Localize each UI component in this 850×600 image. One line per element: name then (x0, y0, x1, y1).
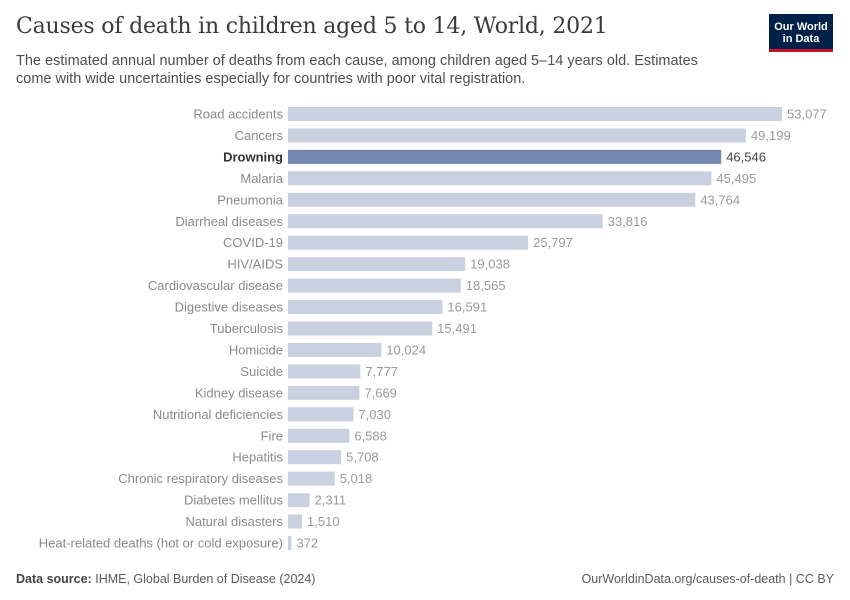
category-label: Diarrheal diseases (175, 214, 283, 229)
value-label: 15,491 (437, 321, 477, 336)
category-label: Cancers (235, 128, 284, 143)
value-label: 7,669 (364, 385, 397, 400)
value-label: 7,030 (358, 407, 391, 422)
bar-chart: Road accidents 53,077 Cancers 49,199 Drownin… (39, 107, 827, 551)
bar[interactable] (288, 149, 722, 164)
bar[interactable] (288, 107, 782, 121)
bar[interactable] (288, 514, 303, 529)
category-label: Nutritional deficiencies (153, 407, 284, 422)
value-label: 33,816 (608, 214, 648, 229)
bar[interactable] (288, 235, 529, 250)
value-label: 46,546 (726, 149, 766, 164)
data-source-text: IHME, Global Burden of Disease (2024) (95, 572, 316, 586)
bar[interactable] (288, 342, 382, 357)
bar[interactable] (288, 300, 443, 315)
bar[interactable] (288, 536, 292, 550)
value-label: 25,797 (533, 235, 573, 250)
value-label: 6,588 (354, 428, 387, 443)
category-label: Chronic respiratory diseases (118, 471, 283, 486)
category-label: Suicide (240, 364, 283, 379)
category-label: Diabetes mellitus (184, 493, 283, 508)
data-source-label: Data source: (16, 572, 92, 586)
bar[interactable] (288, 278, 461, 293)
value-label: 43,764 (700, 192, 740, 207)
value-label: 7,777 (365, 364, 398, 379)
bar[interactable] (288, 364, 361, 379)
logo-line-2: in Data (782, 33, 820, 45)
chart-title: Causes of death in children aged 5 to 14… (16, 14, 608, 39)
category-label: Tuberculosis (210, 321, 284, 336)
bar[interactable] (288, 385, 360, 400)
bar[interactable] (288, 257, 466, 272)
chart-subtitle: The estimated annual number of deaths fr… (16, 53, 698, 87)
value-label: 2,311 (315, 493, 347, 508)
category-label: Cardiovascular disease (148, 278, 283, 293)
category-label: Heat-related deaths (hot or cold exposur… (39, 536, 283, 551)
category-label: Hepatitis (232, 450, 283, 465)
value-label: 1,510 (307, 514, 340, 529)
owid-logo[interactable]: Our World in Data (769, 14, 833, 52)
category-label: HIV/AIDS (227, 257, 283, 272)
value-label: 16,591 (447, 300, 487, 315)
value-label: 18,565 (466, 278, 506, 293)
category-label: Pneumonia (217, 192, 284, 207)
value-label: 10,024 (386, 342, 426, 357)
category-label: COVID-19 (223, 235, 283, 250)
bar[interactable] (288, 428, 350, 443)
value-label: 53,077 (787, 107, 827, 122)
bar[interactable] (288, 128, 746, 143)
value-label: 5,018 (340, 471, 373, 486)
category-label: Fire (261, 428, 283, 443)
bar[interactable] (288, 171, 712, 186)
category-label: Digestive diseases (175, 300, 284, 315)
category-label: Kidney disease (195, 385, 283, 400)
value-label: 45,495 (716, 171, 756, 186)
bar[interactable] (288, 471, 335, 486)
bar[interactable] (288, 192, 696, 207)
bar[interactable] (288, 321, 433, 336)
value-label: 49,199 (751, 128, 791, 143)
bar[interactable] (288, 407, 354, 422)
value-label: 372 (296, 536, 318, 551)
category-label: Natural disasters (185, 514, 283, 529)
value-label: 5,708 (346, 450, 379, 465)
source-url-link[interactable]: OurWorldinData.org/causes-of-death | CC … (581, 572, 834, 586)
bar[interactable] (288, 493, 310, 508)
logo-line-1: Our World (774, 21, 828, 33)
category-label: Drowning (223, 149, 283, 164)
category-label: Malaria (240, 171, 283, 186)
value-label: 19,038 (470, 257, 510, 272)
bar[interactable] (288, 214, 603, 229)
data-source: Data source: IHME, Global Burden of Dise… (16, 572, 315, 586)
category-label: Homicide (229, 342, 283, 357)
bar[interactable] (288, 450, 342, 465)
category-label: Road accidents (193, 107, 283, 122)
